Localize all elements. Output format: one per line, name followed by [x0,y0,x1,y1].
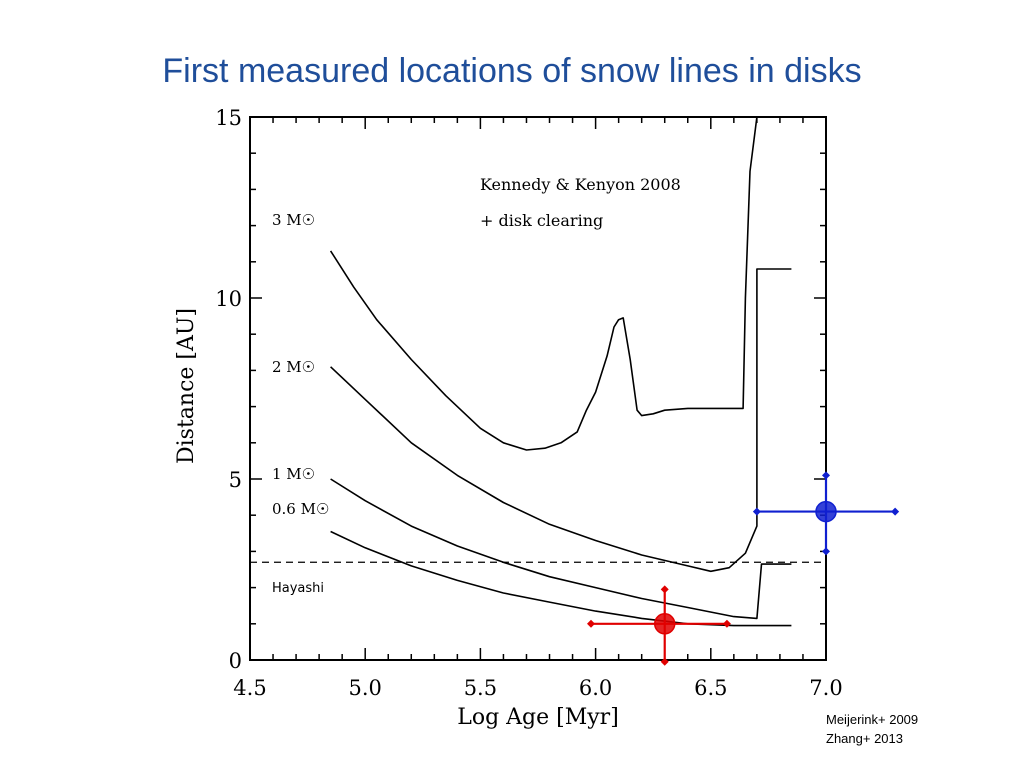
errorbar-cap [660,585,669,594]
errorbar-cap [586,619,595,628]
errorbar-cap [822,471,830,480]
errorbar-cap [891,507,900,516]
reference-zhang: Zhang+ 2013 [826,731,903,746]
x-tick-label: 5.5 [464,676,497,700]
x-tick-label: 6.5 [694,676,727,700]
series-line-1 [330,268,792,573]
tick-labels: 4.5 5.0 5.5 6.0 6.5 7.0 0 5 10 15 [215,106,842,700]
annotation-disk-clearing: + disk clearing [480,211,603,230]
series-line-2 [330,478,792,620]
errorbar-cap [822,547,830,556]
annotation-kennedy: Kennedy & Kenyon 2008 [480,175,681,194]
errorbar-marker-0 [653,613,676,635]
series-line-3 [330,530,792,627]
x-tick-label: 5.0 [348,676,381,700]
y-axis-label: Distance [AU] [174,308,199,464]
errorbar-points [586,471,900,666]
y-tick-label: 5 [229,468,242,492]
series-label-2msun: 2 M☉ [272,358,315,376]
ticks [249,116,827,661]
series-line-0 [329,116,758,451]
errorbar-cap [660,657,669,666]
hayashi-label: Hayashi [272,581,324,596]
plot-frame [249,116,827,661]
errorbar-cap [722,619,731,628]
x-tick-label: 7.0 [809,676,842,700]
references: Meijerink+ 2009 Zhang+ 2013 [826,710,918,748]
errorbar-cap [752,507,761,516]
series-label-3msun: 3 M☉ [272,211,315,229]
y-tick-label: 15 [215,106,242,130]
x-tick-label: 4.5 [233,676,266,700]
y-tick-label: 10 [215,287,242,311]
series-label-06msun: 0.6 M☉ [272,500,329,518]
x-axis-label: Log Age [Myr] [457,705,619,730]
slide-title: First measured locations of snow lines i… [162,52,862,90]
series-lines [329,116,792,627]
x-tick-label: 6.0 [579,676,612,700]
series-label-1msun: 1 M☉ [272,465,315,483]
reference-meijerink: Meijerink+ 2009 [826,712,919,727]
y-tick-label: 0 [229,649,242,673]
errorbar-marker-1 [815,500,837,523]
